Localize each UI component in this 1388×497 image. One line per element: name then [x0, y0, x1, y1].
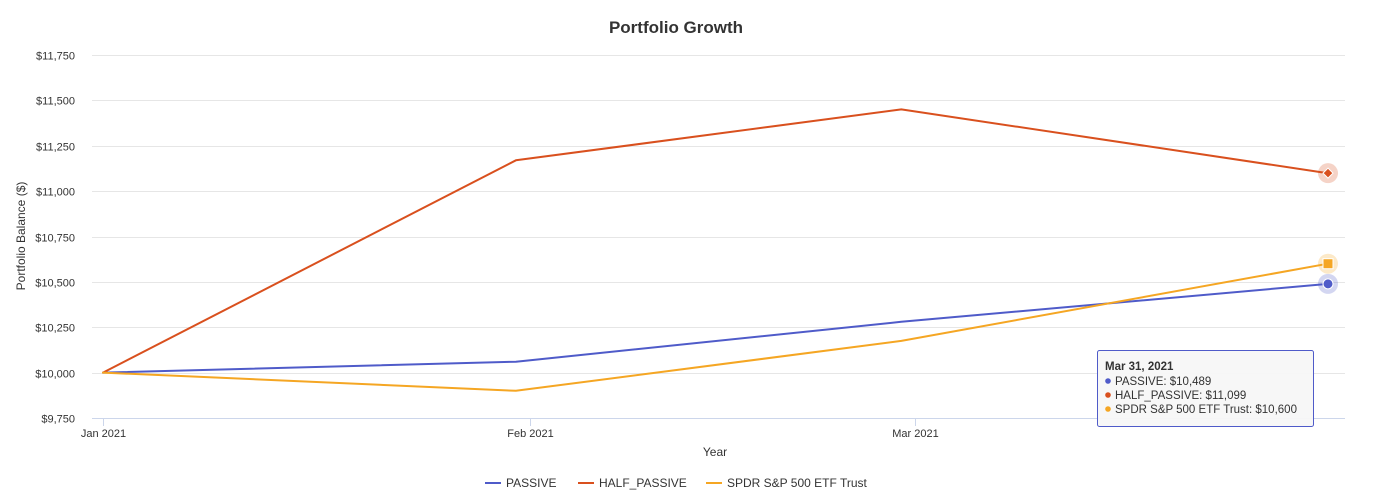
grid-layer — [92, 55, 1345, 374]
y-tick-label: $10,000 — [35, 369, 75, 381]
y-axis-title: Portfolio Balance ($) — [14, 182, 28, 291]
y-tick-label: $10,500 — [35, 278, 75, 290]
x-tick-label: Feb 2021 — [507, 428, 553, 440]
legend[interactable]: PASSIVE HALF_PASSIVE SPDR S&P 500 ETF Trus… — [485, 476, 867, 490]
tooltip-line: HALF_PASSIVE: $11,099 — [1115, 390, 1246, 402]
point-marker-half-passive — [1322, 167, 1334, 179]
legend-label-passive: PASSIVE — [506, 476, 556, 490]
legend-label-spdr-s-p-500-etf-trust: SPDR S&P 500 ETF Trust — [727, 476, 867, 490]
x-tick-label: Jan 2021 — [81, 428, 126, 440]
hover-markers — [1318, 163, 1338, 294]
series-line-half-passive[interactable] — [102, 108, 1329, 374]
y-tick-label: $11,500 — [36, 96, 75, 108]
tooltip-header: Mar 31, 2021 — [1105, 361, 1174, 373]
series-line-spdr-s-p-500-etf-trust[interactable] — [102, 262, 1329, 392]
tooltip-line: PASSIVE: $10,489 — [1115, 376, 1211, 388]
x-tick-label: Mar 2021 — [892, 428, 938, 440]
tooltip-bullet — [1105, 392, 1111, 398]
x-axis-title: Year — [703, 445, 727, 459]
y-tick-label: $10,750 — [35, 233, 75, 245]
point-marker-passive — [1322, 278, 1334, 290]
point-marker-spdr-s-p-500-etf-trust — [1322, 258, 1334, 270]
y-tick-label: $11,000 — [36, 187, 75, 199]
tooltip-bullet — [1105, 378, 1111, 384]
legend-item-spdr-s-p-500-etf-trust[interactable]: SPDR S&P 500 ETF Trust — [706, 476, 867, 490]
series-layer[interactable] — [102, 108, 1329, 392]
tooltip-box — [1097, 350, 1314, 427]
legend-item-passive[interactable]: PASSIVE — [485, 476, 556, 490]
axis-layer: $9,750 $10,000 $10,250 $10,500 $10,750 $11,00… — [35, 51, 1345, 440]
y-tick-label: $11,250 — [36, 142, 75, 154]
y-tick-label: $9,750 — [41, 414, 75, 426]
y-tick-label: $10,250 — [35, 323, 75, 335]
chart-title: Portfolio Growth — [609, 18, 743, 37]
tooltip: Mar 31, 2021 PASSIVE: $10,489 HALF_PASSIVE… — [1097, 350, 1314, 427]
tooltip-line: SPDR S&P 500 ETF Trust: $10,600 — [1115, 404, 1297, 416]
legend-label-half-passive: HALF_PASSIVE — [599, 476, 687, 490]
legend-item-half-passive[interactable]: HALF_PASSIVE — [578, 476, 687, 490]
y-tick-label: $11,750 — [36, 51, 75, 63]
tooltip-bullet — [1105, 406, 1111, 412]
